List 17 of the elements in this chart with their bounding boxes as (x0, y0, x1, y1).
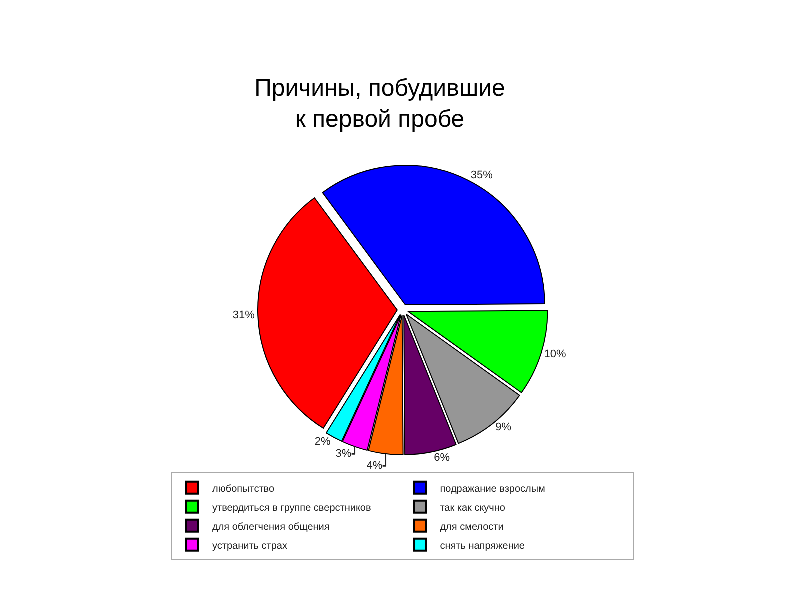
data-label: 10% (544, 348, 566, 360)
legend-label: так как скучно (440, 502, 506, 514)
data-label: 4% (366, 460, 383, 472)
data-label: 3% (336, 448, 352, 460)
legend-label: подражание взрослым (440, 484, 546, 495)
data-label: 31% (232, 310, 256, 322)
legend-label: для смелости (440, 522, 504, 533)
legend-label: для облегчения общения (212, 522, 330, 533)
data-label: 2% (314, 436, 332, 448)
legend-label: утвердиться в группе сверстников (212, 502, 372, 514)
data-label: 9% (496, 422, 512, 434)
data-label: 35% (470, 170, 494, 182)
legend-label: снять напряжение (440, 540, 526, 552)
data-label: 6% (434, 452, 450, 464)
legend-label: любопытство (212, 484, 275, 495)
chart-title: Причины, побудившие к первой пробе (254, 75, 506, 134)
legend-label: устранить страх (212, 540, 288, 552)
